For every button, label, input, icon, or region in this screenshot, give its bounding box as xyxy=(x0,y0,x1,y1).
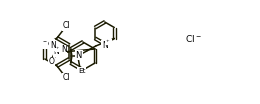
Text: Cl: Cl xyxy=(62,74,70,82)
Text: O: O xyxy=(48,58,54,66)
Text: $^+$: $^+$ xyxy=(55,46,61,51)
Text: N: N xyxy=(76,51,82,59)
Text: Cl: Cl xyxy=(62,22,70,30)
Text: Et: Et xyxy=(78,68,86,74)
Text: N: N xyxy=(53,48,59,56)
Text: N: N xyxy=(102,40,108,50)
Text: $^+$: $^+$ xyxy=(105,40,111,45)
Text: $^-$O: $^-$O xyxy=(41,40,55,48)
Text: N: N xyxy=(50,41,56,51)
Text: Cl$^-$: Cl$^-$ xyxy=(185,33,201,45)
Text: N: N xyxy=(61,46,67,54)
